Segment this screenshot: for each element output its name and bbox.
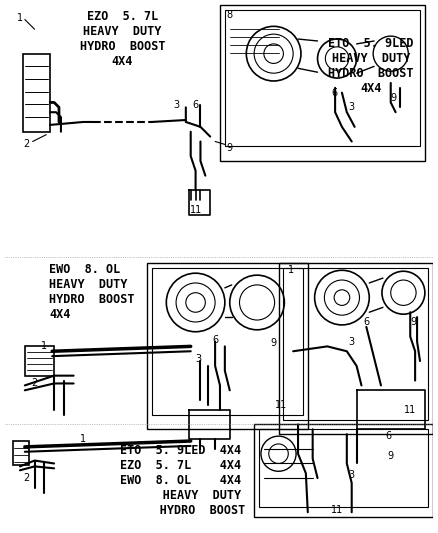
Text: 8: 8 (227, 10, 233, 20)
Bar (225, 10, 420, 147)
Text: 11: 11 (404, 405, 417, 415)
Text: 9: 9 (391, 93, 397, 102)
Text: 6: 6 (212, 335, 218, 344)
Text: 2: 2 (32, 378, 38, 389)
Bar (254, 424, 433, 517)
Text: 9: 9 (271, 338, 277, 349)
Text: 1: 1 (17, 13, 23, 22)
Bar (147, 263, 308, 429)
Text: 2: 2 (24, 473, 30, 483)
Text: 3: 3 (195, 354, 201, 364)
Text: EZO  5. 7L
HEAVY  DUTY
HYDRO  BOOST
4X4: EZO 5. 7L HEAVY DUTY HYDRO BOOST 4X4 (80, 10, 165, 68)
Bar (259, 429, 428, 507)
Text: 3: 3 (349, 102, 355, 112)
Text: ETO  5. 9LED
HEAVY  DUTY
HYDRO  BOOST
4X4: ETO 5. 9LED HEAVY DUTY HYDRO BOOST 4X4 (328, 37, 414, 95)
Text: 2: 2 (24, 140, 30, 149)
Text: 11: 11 (276, 400, 288, 410)
Text: 11: 11 (331, 505, 343, 515)
Bar (283, 268, 428, 419)
Text: 3: 3 (173, 100, 179, 110)
Text: 6: 6 (363, 317, 369, 327)
Text: 9: 9 (227, 143, 233, 154)
Bar (23, 54, 50, 132)
Text: 6: 6 (386, 431, 392, 441)
Bar (220, 5, 425, 161)
Text: 9: 9 (410, 317, 416, 327)
Text: 3: 3 (349, 336, 355, 346)
Text: 11: 11 (190, 205, 202, 215)
Bar (279, 263, 433, 434)
Text: ETO  5. 9LED  4X4
EZO  5. 7L    4X4
EWO  8. OL    4X4
      HEAVY  DUTY
      HY: ETO 5. 9LED 4X4 EZO 5. 7L 4X4 EWO 8. OL … (117, 444, 245, 517)
Bar (25, 346, 54, 376)
Text: 9: 9 (388, 451, 394, 461)
Text: 6: 6 (331, 88, 337, 98)
Text: 6: 6 (193, 100, 199, 110)
Text: 3: 3 (349, 470, 355, 480)
Text: EWO  8. OL
HEAVY  DUTY
HYDRO  BOOST
4X4: EWO 8. OL HEAVY DUTY HYDRO BOOST 4X4 (49, 263, 135, 321)
Text: 1: 1 (41, 341, 47, 351)
Text: 1: 1 (80, 434, 86, 444)
Bar (13, 441, 29, 465)
Text: 1: 1 (288, 265, 294, 275)
Bar (152, 268, 303, 415)
